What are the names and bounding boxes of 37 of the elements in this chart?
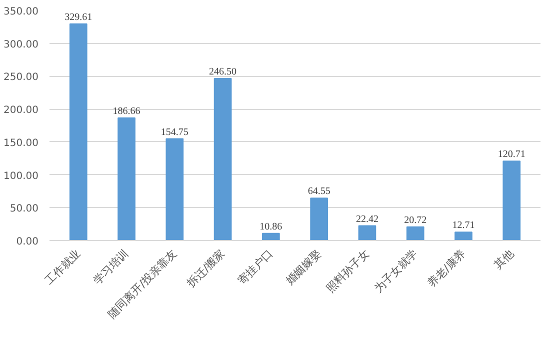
data-label: 64.55 [308,186,330,198]
x-tick-label: 为子女就学 [372,246,420,295]
x-tick-label: 寄挂户口 [235,246,276,288]
bar [262,232,280,240]
y-tick-label: 200.00 [4,105,39,116]
data-label: 22.42 [356,214,378,225]
y-tick-label: 0.00 [16,236,38,248]
y-tick-label: 150.00 [4,138,39,149]
y-tick-label: 300.00 [4,39,39,50]
bar [406,226,424,240]
bar [358,225,376,240]
data-label: 186.66 [112,106,140,117]
data-label: 10.86 [260,221,282,232]
y-tick-label: 50.00 [10,204,39,215]
data-label: 12.71 [452,220,475,232]
y-tick-label: 250.00 [4,72,39,84]
bar [214,78,232,240]
data-label: 20.72 [404,214,427,226]
x-tick-label: 其他 [491,246,516,272]
bar [454,232,472,240]
bar [502,160,521,240]
x-tick-label: 拆迁/搬家 [184,246,228,291]
x-tick-label: 婚姻嫁娶 [283,246,324,288]
data-label: 120.71 [498,149,526,160]
data-label: 329.61 [64,12,92,23]
bar [166,138,184,240]
bar [118,117,136,240]
data-label: 246.50 [209,66,237,78]
y-tick-label: 100.00 [4,170,39,182]
x-tick-label: 学习培训 [90,246,132,288]
data-label: 154.75 [160,126,188,138]
y-tick-label: 350.00 [4,6,39,18]
x-tick-label: 照料孙子女 [324,246,372,295]
x-tick-label: 养老/康养 [425,246,468,290]
bar [310,198,328,240]
x-tick-label: 工作就业 [42,246,83,288]
bar [69,23,88,240]
